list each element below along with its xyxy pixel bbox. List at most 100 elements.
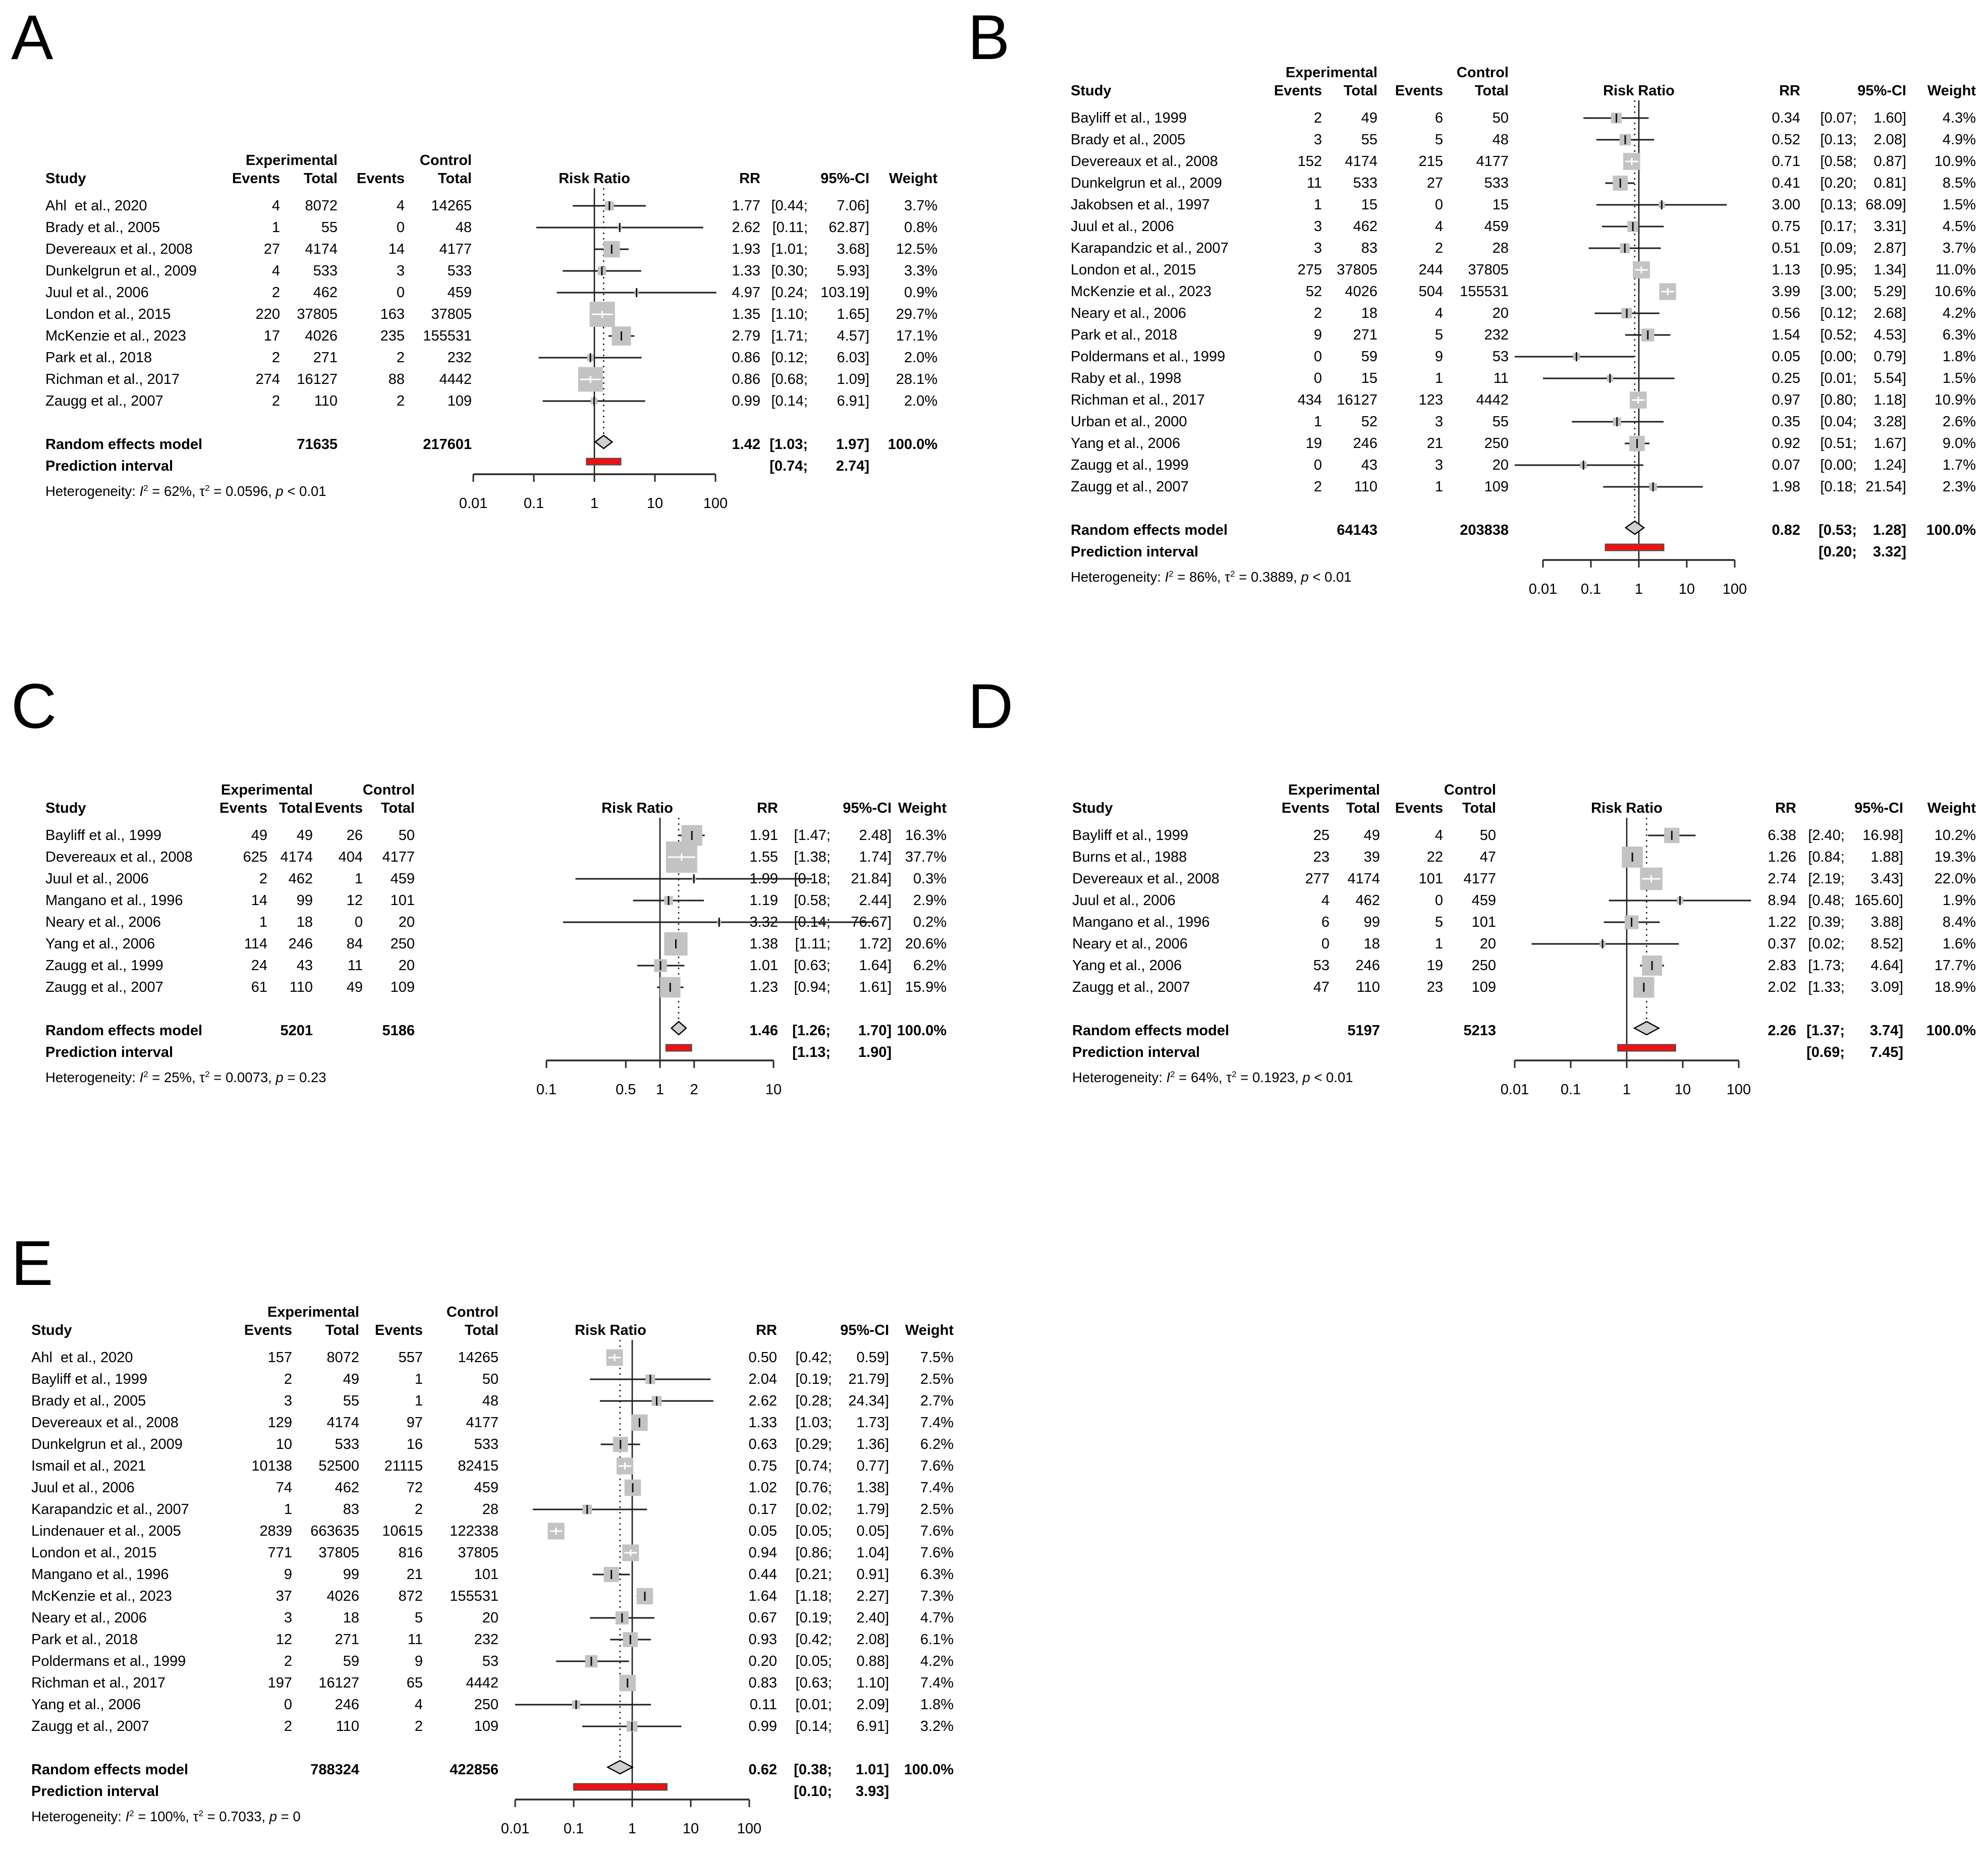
ci-high: 4.57] [837,328,870,344]
ctrl-events: 21115 [384,1458,423,1474]
ci-low: [1.10; [771,306,808,322]
panel-label: E [11,1228,53,1299]
ctrl-total: 20 [1492,305,1509,321]
ci-high: 0.05] [856,1523,890,1539]
heterogeneity-stats: Heterogeneity: I2 = 86%, τ2 = 0.3889, p … [1071,563,1575,585]
heterogeneity-part: 100% [149,1809,186,1825]
axis-tick-label: 0.01 [501,1821,529,1837]
ci-low: [1.73; [1808,958,1845,974]
exp-events: 2 [1313,479,1322,495]
study-name: Juul et al., 2006 [45,285,149,301]
ctrl-total: 50 [1479,827,1496,844]
rr-value: 0.99 [748,1718,777,1734]
ctrl-total: 250 [1484,435,1509,452]
ci-low: [0.21; [795,1566,832,1583]
study-name: Ahl et al., 2020 [45,198,147,214]
exp-total: 533 [313,263,338,279]
exp-total: 43 [296,958,313,974]
col-header-study: Study [1072,800,1113,816]
weight-value: 16.3% [905,827,947,844]
ctrl-events: 9 [414,1653,423,1669]
ctrl-events: 26 [346,827,363,844]
col-header-study: Study [31,1322,72,1338]
exp-total: 533 [335,1436,359,1452]
study-name: Bayliff et al., 1999 [1072,827,1189,844]
exp-total: 18 [296,914,313,930]
exp-events: 2 [284,1718,292,1734]
heterogeneity-part: 2 [205,1070,210,1079]
pooled-diamond [670,1021,687,1036]
ci-high: 1.60] [1873,110,1907,126]
axis-tick-label: 0.01 [1529,581,1557,597]
exp-events: 37 [275,1588,292,1604]
study-name: Ismail et al., 2021 [31,1458,146,1474]
prediction-ci-low: [0.20; [1818,544,1857,560]
rr-value: 0.99 [732,393,760,409]
weight-value: 2.5% [920,1501,954,1518]
heterogeneity-part: τ [199,483,205,499]
heterogeneity-part: = [203,1809,219,1825]
weight-value: 1.9% [1942,892,1976,909]
study-name: Juul et al., 2006 [31,1480,135,1496]
exp-total: 49 [343,1371,359,1387]
ci-low: [0.58; [1820,153,1857,170]
ci-low: [0.76; [795,1480,832,1496]
col-header-experimental: Experimental [245,152,338,168]
exp-events: 9 [284,1566,292,1583]
random-effects-label: Random effects model [1072,1023,1229,1039]
ctrl-total: 15 [1492,197,1509,213]
ctrl-total: 459 [1484,218,1509,235]
study-name: Brady et al., 2005 [1071,132,1186,148]
col-header-weight: Weight [889,171,937,187]
ci-high: 0.91] [856,1566,890,1583]
rr-value: 1.01 [749,958,778,974]
exp-total: 37805 [318,1545,359,1561]
study-name: Urban et al., 2000 [1071,414,1187,430]
ctrl-events: 235 [380,328,405,344]
col-header-total: Total [1474,83,1509,99]
rr-value: 1.93 [732,241,760,257]
study-name: Richman et al., 2017 [45,371,180,387]
rr-value: 1.23 [749,979,778,995]
rr-value: 1.13 [1772,262,1800,278]
random-ctrl-total: 5213 [1463,1023,1496,1039]
col-header-total: Total [1343,83,1377,99]
ci-high: 103.19] [820,285,869,301]
rr-value: 0.75 [1772,218,1800,235]
ci-low: [0.20; [1820,175,1857,191]
random-ctrl-total: 422856 [450,1762,499,1778]
ci-low: [1.38; [794,849,831,865]
weight-value: 11.0% [1935,262,1976,278]
heterogeneity-part: 2 [143,483,148,493]
ctrl-total: 53 [482,1653,499,1669]
exp-events: 24 [251,958,267,974]
prediction-ci-high: 1.90] [858,1044,892,1060]
ctrl-events: 1 [1434,479,1443,495]
study-name: Zaugg et al., 1999 [1071,457,1189,473]
ctrl-events: 163 [380,306,405,322]
ctrl-events: 2 [414,1501,423,1518]
prediction-interval-label: Prediction interval [1072,1044,1200,1060]
axis-tick-label: 2 [690,1082,698,1098]
ctrl-events: 3 [1434,457,1443,473]
ci-low: [0.13; [1820,132,1857,148]
forest-plot: 0.01 0.1 1 10 100 [1515,100,1747,597]
ctrl-total: 48 [1492,132,1509,148]
random-ci-high: 1.01] [855,1762,889,1778]
ctrl-total: 4442 [439,371,472,387]
prediction-interval-bar [1617,1044,1676,1052]
heterogeneity-part: p [275,1070,284,1086]
heterogeneity-part: = 0 [277,1809,301,1825]
ctrl-total: 55 [1492,414,1509,430]
random-weight: 100.0% [897,1023,947,1039]
ctrl-events: 84 [346,936,363,952]
exp-events: 25 [1313,827,1330,844]
ctrl-events: 23 [1426,979,1443,995]
col-header-control: Control [419,152,472,168]
heterogeneity-part: 2 [129,1809,134,1818]
ci-high: 1.61] [859,979,892,995]
exp-events: 23 [1313,849,1330,865]
ci-low: [1.71; [771,328,808,344]
random-ci-high: 1.70] [858,1023,892,1039]
weight-value: 0.2% [913,914,947,930]
